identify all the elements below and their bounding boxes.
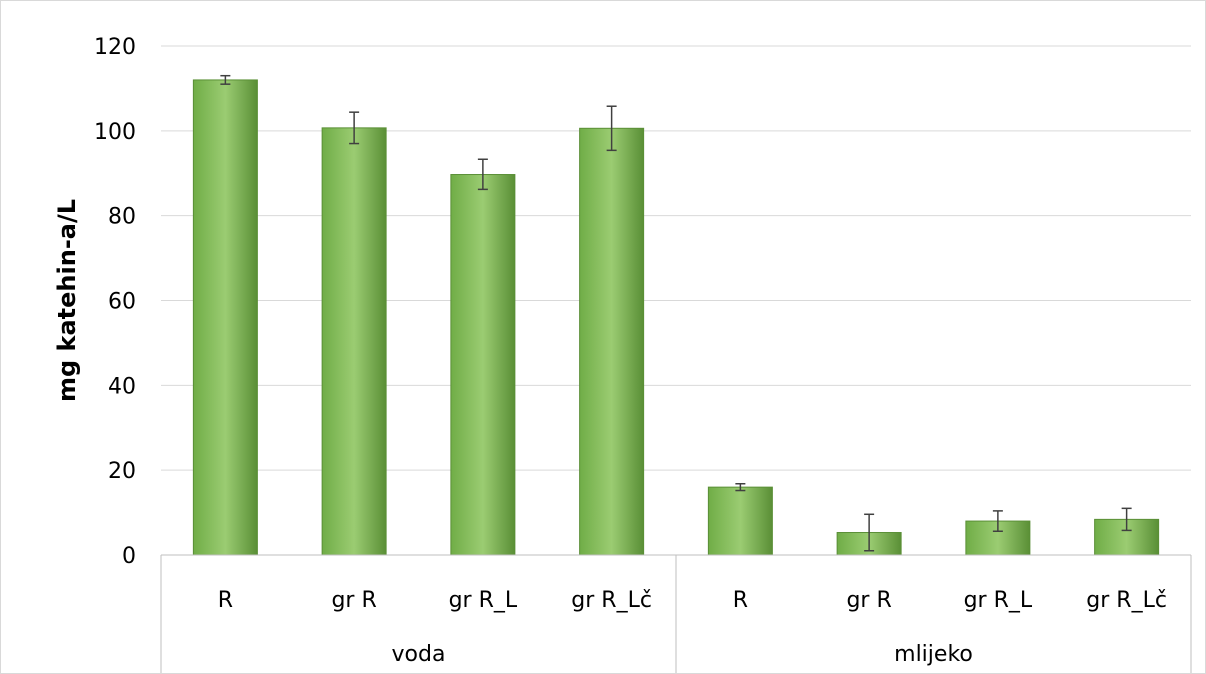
x-category-label: R [733,588,748,613]
x-category-label: gr R [331,588,376,613]
y-tick-label: 40 [108,374,136,399]
y-axis-title: mg katehin-a/L [53,199,81,402]
gridlines [161,45,1191,471]
x-group-label: mlijeko [894,642,973,667]
x-category-label: gr R_Lč [571,588,652,613]
axes [160,554,1192,673]
error-bars [220,74,1132,552]
y-tick-label: 0 [122,544,136,569]
x-category-label: gr R_Lč [1086,588,1167,613]
x-category-label: gr R_L [449,588,518,613]
x-category-label: R [218,588,233,613]
x-group-label: voda [392,642,446,667]
x-category-label: gr R [846,588,891,613]
bar [707,486,773,556]
bar [321,127,387,556]
bar [450,174,516,556]
bars [192,79,1160,556]
y-tick-label: 100 [94,120,136,145]
y-tick-label: 60 [108,290,136,315]
x-category-label: gr R_L [964,588,1033,613]
y-tick-label: 120 [94,35,136,60]
y-tick-label: 20 [108,459,136,484]
y-tick-label: 80 [108,205,136,230]
bar [192,79,258,556]
bar [579,127,645,556]
